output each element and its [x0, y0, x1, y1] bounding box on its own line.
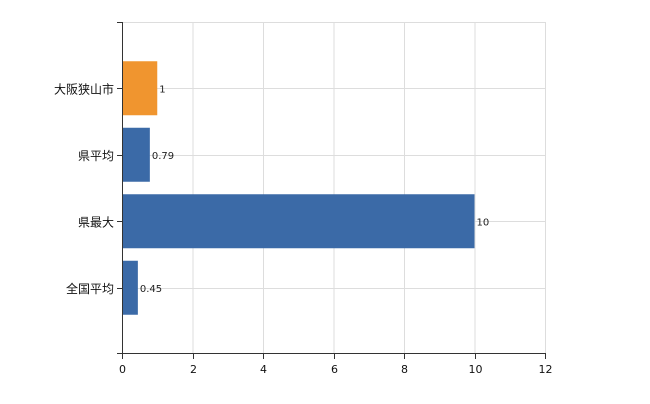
bar-3 — [122, 260, 138, 315]
bar-2 — [122, 194, 475, 249]
data-label-2: 10 — [477, 217, 490, 228]
bar-1 — [122, 127, 150, 182]
x-tick-label-6: 12 — [539, 363, 553, 376]
x-tick-label-3: 6 — [331, 363, 338, 376]
labels: 1 大阪狭山市 0.79 県平均 10 県最大 0.45 全国平均 0 2 4 6 8 10 12 — [54, 81, 553, 376]
bar-0 — [122, 61, 158, 116]
bars — [122, 61, 475, 315]
x-tick-label-1: 2 — [190, 363, 197, 376]
data-label-3: 0.45 — [140, 284, 162, 295]
category-label-1: 県平均 — [78, 149, 114, 163]
axes — [117, 22, 546, 359]
grid-lines — [122, 22, 546, 353]
category-label-2: 県最大 — [78, 215, 114, 229]
category-label-3: 全国平均 — [66, 281, 114, 296]
x-tick-label-2: 4 — [260, 363, 267, 376]
x-tick-label-4: 8 — [401, 363, 408, 376]
category-label-0: 大阪狭山市 — [54, 81, 114, 96]
data-label-0: 1 — [159, 84, 165, 95]
x-tick-label-0: 0 — [119, 363, 126, 376]
x-tick-label-5: 10 — [469, 363, 483, 376]
data-label-1: 0.79 — [152, 151, 174, 162]
